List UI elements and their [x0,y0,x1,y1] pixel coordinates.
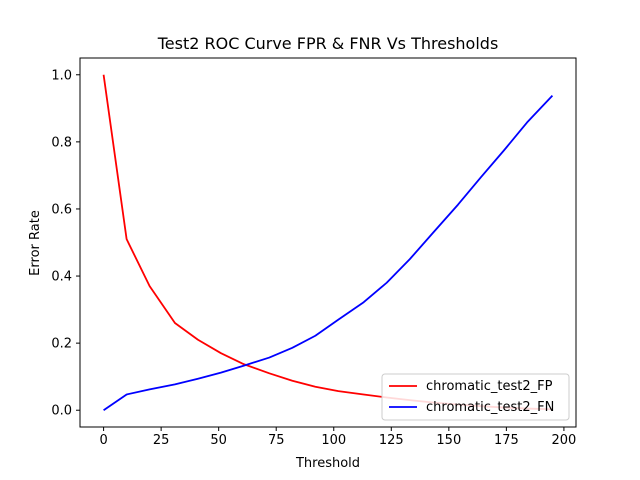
chart-title: Test2 ROC Curve FPR & FNR Vs Thresholds [157,34,499,53]
x-tick-label: 125 [379,433,404,448]
y-tick-label: 1.0 [51,68,72,83]
x-tick-label: 200 [552,433,577,448]
x-tick-label: 175 [494,433,519,448]
x-axis-label: Threshold [295,456,360,471]
y-axis-label: Error Rate [28,210,43,276]
y-tick-label: 0.4 [51,270,72,285]
legend-frame [381,373,570,421]
series-line-fn [103,94,554,411]
axes-layer: 0 25 50 75 100 125 150 175 200 0.0 0.2 0.4 0.6 0.8 1.0 [51,68,576,448]
plot-frame [79,57,577,428]
y-tick-label: 0.0 [51,404,72,419]
y-tick-label: 0.8 [51,135,72,150]
x-tick-label: 25 [153,433,170,448]
plot-area [80,58,576,427]
y-tick-label: 0.2 [51,337,72,352]
legend-label-fn: chromatic_test2_FN [426,400,554,415]
x-tick-label: 0 [99,433,107,448]
x-tick-label: 150 [436,433,461,448]
legend-label-fp: chromatic_test2_FP [426,379,553,394]
x-tick-label: 50 [210,433,227,448]
y-tick-label: 0.6 [51,202,72,217]
x-tick-label: 75 [268,433,285,448]
x-tick-label: 100 [321,433,346,448]
legend: chromatic_test2_FP chromatic_test2_FN [381,373,570,421]
